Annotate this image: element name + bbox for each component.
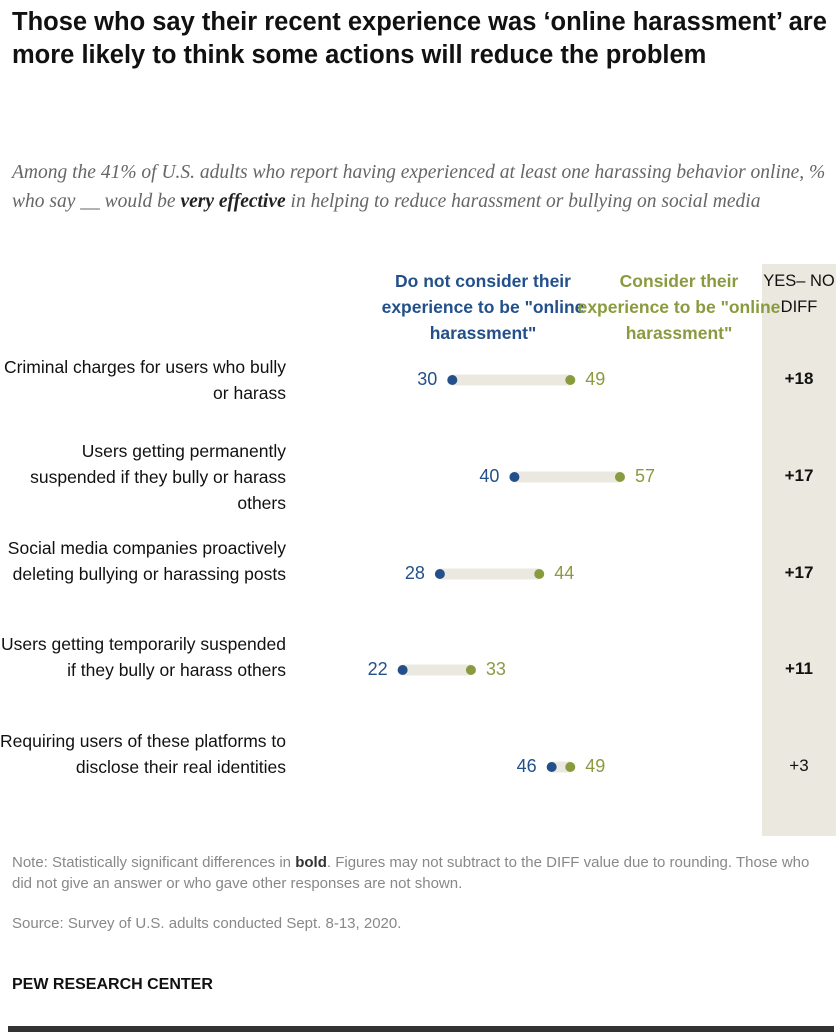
source: Source: Survey of U.S. adults conducted …: [12, 915, 402, 932]
dot-do-not-consider: [434, 569, 445, 579]
value-label-do-not-consider: 40: [479, 466, 500, 486]
diff-value: +3: [789, 756, 809, 775]
chart-title: Those who say their recent experience wa…: [12, 8, 827, 69]
value-label-consider: 44: [554, 563, 575, 583]
category-label: Social media companies proactively delet…: [7, 538, 286, 584]
value-label-consider: 49: [585, 756, 606, 776]
diff-column-background: [762, 264, 836, 836]
category-label: Requiring users of these platforms to di…: [0, 731, 286, 777]
dot-do-not-consider: [447, 375, 458, 385]
diff-header: YES– NO DIFF: [763, 272, 835, 316]
dot-do-not-consider: [509, 472, 520, 482]
dot-do-not-consider: [546, 762, 557, 772]
category-label: Users getting temporarily suspended if t…: [0, 634, 286, 680]
category-label: Criminal charges for users who bully or …: [3, 357, 286, 403]
value-label-consider: 49: [585, 369, 606, 389]
value-label-consider: 57: [634, 466, 655, 486]
note-bold: bold: [295, 854, 327, 871]
diff-value: +11: [785, 659, 813, 678]
diff-value: +18: [784, 369, 814, 388]
subtitle-text: Among the 41% of U.S. adults who report …: [12, 162, 826, 212]
legend-do-not-consider: Do not consider their experience to be "…: [381, 271, 585, 343]
value-label-consider: 33: [485, 659, 506, 679]
value-label-do-not-consider: 30: [417, 369, 438, 389]
dot-consider: [465, 665, 476, 675]
chart-subtitle: Among the 41% of U.S. adults who report …: [12, 158, 832, 216]
note: Note: Statistically significant differen…: [12, 852, 832, 894]
legend-consider: Consider their experience to be "online …: [577, 271, 781, 343]
note-text: Note: Statistically significant differen…: [12, 854, 296, 871]
dot-consider: [534, 569, 545, 579]
value-label-do-not-consider: 46: [516, 756, 537, 776]
diff-value: +17: [784, 563, 814, 582]
value-label-do-not-consider: 28: [404, 563, 425, 583]
subtitle-emphasis: very effective: [180, 191, 286, 212]
brand-logo-text: PEW RESEARCH CENTER: [12, 976, 213, 993]
dot-consider: [614, 472, 625, 482]
subtitle-text: in helping to reduce harassment or bully…: [285, 191, 761, 212]
value-label-do-not-consider: 22: [367, 659, 388, 679]
dot-consider: [565, 375, 576, 385]
bottom-bar: [8, 1026, 834, 1032]
dot-do-not-consider: [397, 665, 408, 675]
category-label: Users getting permanently suspended if t…: [30, 441, 286, 513]
dot-consider: [565, 762, 576, 772]
note-text: . Figures may not subtract to the DIFF v…: [12, 854, 810, 892]
diff-value: +17: [784, 466, 814, 485]
